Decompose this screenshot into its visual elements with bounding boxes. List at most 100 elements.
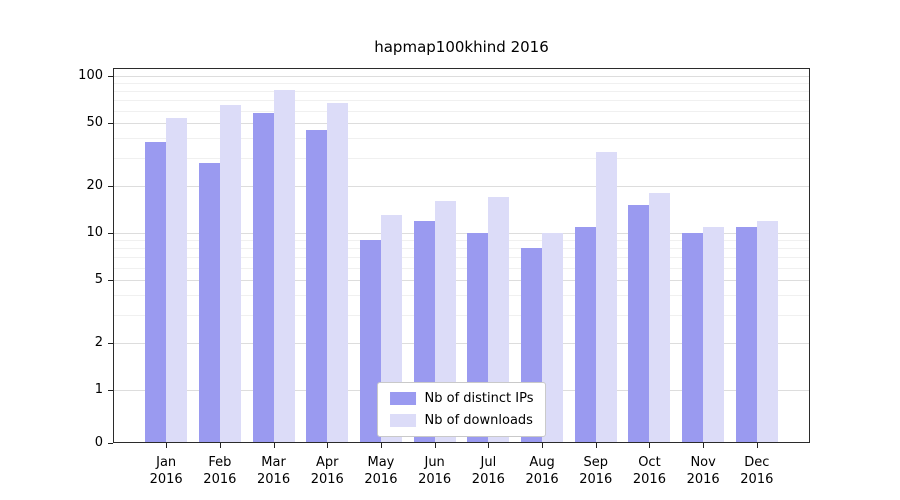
y-tick-mark	[108, 280, 113, 282]
legend-label: Nb of downloads	[424, 413, 533, 428]
major-gridline	[113, 280, 810, 282]
x-tick-label: Sep 2016	[569, 454, 623, 488]
x-tick-year: 2016	[257, 472, 291, 487]
y-tick-mark	[108, 185, 113, 187]
bar-distinct-ips-sep	[574, 226, 596, 443]
plot-area: 0 1 2 5 10 20 50 100 Jan 2016 Feb 2016 Mar 2016 Apr 201…	[78, 68, 810, 487]
x-tick-mark	[756, 443, 758, 448]
chart-title: hapmap100khind 2016	[374, 38, 549, 56]
minor-gridline	[113, 158, 810, 160]
x-tick-month: Mar	[261, 455, 286, 470]
bar-downloads-aug	[542, 233, 564, 443]
major-gridline	[113, 233, 810, 234]
bar-distinct-ips-feb	[198, 162, 220, 443]
y-tick-label: 0	[94, 435, 103, 450]
x-tick-mark	[380, 443, 382, 448]
legend: Nb of distinct IPs Nb of downloads	[376, 382, 547, 437]
legend-swatch	[389, 414, 416, 427]
bar-distinct-ips-nov	[682, 233, 704, 443]
minor-gridline	[113, 295, 810, 297]
minor-gridline	[113, 248, 810, 250]
x-tick-mark	[595, 443, 597, 448]
bar-downloads-oct	[649, 192, 671, 443]
x-tick-label: Feb 2016	[193, 454, 247, 488]
minor-gridline	[113, 110, 810, 112]
bar-distinct-ips-jan	[145, 141, 167, 443]
bar-distinct-ips-apr	[306, 130, 328, 443]
x-tick-month: Aug	[529, 455, 555, 470]
y-tick-mark	[108, 342, 113, 344]
y-tick-label: 20	[86, 177, 103, 193]
x-tick-mark	[703, 443, 705, 448]
y-tick-mark	[108, 76, 113, 77]
x-tick-label: Dec 2016	[730, 454, 784, 488]
x-tick-year: 2016	[579, 472, 613, 487]
x-tick-label: Jun 2016	[408, 454, 462, 488]
x-tick-label: Aug 2016	[515, 454, 569, 488]
x-tick-mark	[166, 443, 168, 448]
y-tick-mark	[108, 390, 113, 391]
legend-item: Nb of distinct IPs	[389, 391, 534, 406]
y-tick-mark	[108, 233, 113, 234]
x-tick-label: Mar 2016	[247, 454, 301, 488]
x-tick-mark	[327, 443, 329, 448]
minor-gridline	[113, 267, 810, 269]
x-tick-year: 2016	[686, 472, 720, 487]
y-tick-label: 50	[86, 115, 103, 131]
minor-gridline	[113, 315, 810, 317]
bar-distinct-ips-mar	[252, 113, 274, 443]
x-tick-month: Jun	[424, 455, 445, 470]
x-tick-mark	[649, 443, 651, 448]
x-tick-label: Oct 2016	[622, 454, 676, 488]
x-tick-year: 2016	[632, 472, 666, 487]
legend-label: Nb of distinct IPs	[424, 391, 534, 406]
x-tick-year: 2016	[364, 472, 398, 487]
minor-gridline	[113, 83, 810, 85]
y-tick-label: 10	[86, 225, 103, 240]
y-tick-label: 2	[94, 334, 103, 350]
minor-gridline	[113, 138, 810, 140]
bar-downloads-mar	[273, 89, 295, 443]
y-tick-label: 100	[78, 68, 103, 83]
x-tick-mark	[219, 443, 221, 448]
x-tick-year: 2016	[203, 472, 237, 487]
x-tick-mark	[488, 443, 490, 448]
x-tick-month: Apr	[316, 455, 339, 470]
x-tick-label: Apr 2016	[300, 454, 354, 488]
x-tick-label: May 2016	[354, 454, 408, 488]
bar-downloads-jan	[166, 118, 188, 443]
minor-gridline	[113, 100, 810, 102]
x-tick-mark	[434, 443, 436, 448]
x-tick-year: 2016	[525, 472, 559, 487]
x-tick-month: Nov	[690, 455, 716, 470]
x-tick-month: Oct	[638, 455, 661, 470]
bar-distinct-ips-oct	[628, 205, 650, 443]
legend-swatch	[389, 392, 416, 405]
y-tick-mark	[108, 123, 113, 125]
minor-gridline	[113, 257, 810, 259]
major-gridline	[113, 123, 810, 125]
x-tick-month: Dec	[744, 455, 770, 470]
x-tick-year: 2016	[418, 472, 452, 487]
y-tick-label: 1	[94, 382, 103, 397]
y-tick-label: 5	[94, 272, 103, 288]
x-tick-year: 2016	[740, 472, 774, 487]
bar-downloads-dec	[756, 220, 778, 443]
x-tick-year: 2016	[149, 472, 183, 487]
legend-item: Nb of downloads	[389, 413, 534, 428]
bar-distinct-ips-dec	[735, 226, 757, 443]
x-tick-year: 2016	[471, 472, 505, 487]
x-tick-label: Jan 2016	[139, 454, 193, 488]
bar-downloads-nov	[703, 226, 725, 443]
x-tick-year: 2016	[310, 472, 344, 487]
x-tick-mark	[542, 443, 544, 448]
major-gridline	[113, 185, 810, 187]
bar-downloads-sep	[595, 151, 617, 443]
major-gridline	[113, 76, 810, 77]
bar-distinct-ips-may	[359, 240, 381, 443]
x-tick-month: Jan	[156, 455, 177, 470]
x-tick-mark	[273, 443, 275, 448]
x-tick-label: Jul 2016	[461, 454, 515, 488]
x-tick-month: Jul	[480, 455, 497, 470]
minor-gridline	[113, 240, 810, 242]
